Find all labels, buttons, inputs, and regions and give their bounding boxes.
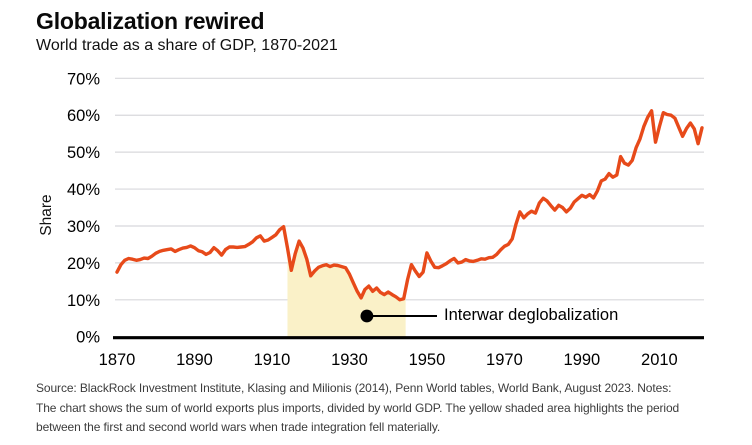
x-tick-1970: 1970 <box>486 351 523 369</box>
y-tick-0%: 0% <box>76 329 100 347</box>
x-tick-1870: 1870 <box>99 351 136 369</box>
chart-subtitle: World trade as a share of GDP, 1870-2021 <box>36 37 338 54</box>
y-tick-30%: 30% <box>67 218 100 236</box>
source-line-2: The chart shows the sum of world exports… <box>36 400 680 415</box>
source-notes: Source: BlackRock Investment Institute, … <box>36 379 736 438</box>
interwar-shaded-area <box>287 241 406 337</box>
y-tick-10%: 10% <box>67 292 100 310</box>
y-tick-50%: 50% <box>67 144 100 162</box>
x-tick-2010: 2010 <box>641 351 678 369</box>
interwar-annotation-label: Interwar deglobalization <box>444 306 619 324</box>
source-line-1: Source: BlackRock Investment Institute, … <box>36 381 672 395</box>
x-tick-1890: 1890 <box>176 351 213 369</box>
source-line-3: between the first and second world wars … <box>36 420 441 434</box>
chart-title: Globalization rewired <box>36 8 265 34</box>
annotation-dot <box>360 309 374 323</box>
x-tick-1930: 1930 <box>331 351 368 369</box>
y-tick-40%: 40% <box>67 181 100 199</box>
trade-share-line <box>115 109 704 302</box>
y-tick-70%: 70% <box>67 70 100 88</box>
y-tick-60%: 60% <box>67 107 100 125</box>
y-tick-20%: 20% <box>67 255 100 273</box>
x-tick-1990: 1990 <box>564 351 601 369</box>
x-tick-1950: 1950 <box>409 351 446 369</box>
x-tick-1910: 1910 <box>254 351 291 369</box>
